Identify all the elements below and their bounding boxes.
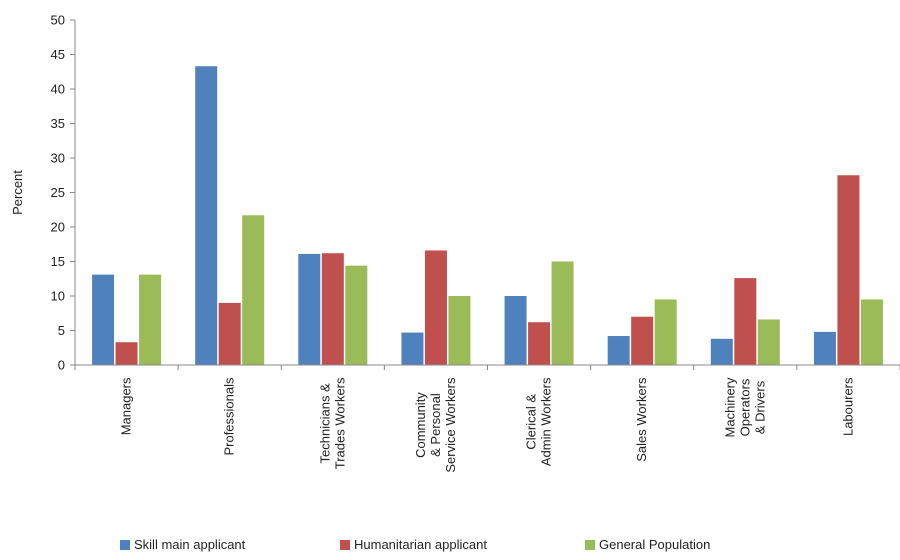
y-tick-label: 30 <box>51 151 65 166</box>
x-category-label: Professionals <box>222 377 237 456</box>
y-tick-label: 0 <box>58 358 65 373</box>
legend-item: Humanitarian applicant <box>340 537 487 552</box>
bar-humanitarian-applicant <box>321 253 344 365</box>
legend-swatch <box>120 540 130 550</box>
category-labels: Managers Professionals Technicians &Trades… <box>119 377 856 473</box>
x-category-label: Labourers <box>840 377 855 436</box>
x-category-label: Community& PersonalService Workers <box>413 377 458 473</box>
bar-skill-main-applicant <box>298 253 321 365</box>
y-tick-label: 45 <box>51 47 65 62</box>
y-tick-label: 35 <box>51 116 65 131</box>
bar-humanitarian-applicant <box>631 316 654 365</box>
bar-general-population <box>139 274 162 365</box>
legend-label: Humanitarian applicant <box>354 537 487 552</box>
bars <box>92 66 883 365</box>
y-tick-label: 25 <box>51 185 65 200</box>
bar-skill-main-applicant <box>607 336 630 365</box>
y-tick-label: 20 <box>51 220 65 235</box>
legend-item: General Population <box>585 537 710 552</box>
legend-item: Skill main applicant <box>120 537 246 552</box>
legend-label: General Population <box>599 537 710 552</box>
bar-humanitarian-applicant <box>424 250 447 365</box>
y-tick-label: 50 <box>51 13 65 28</box>
bar-general-population <box>860 299 883 365</box>
x-axis-ticks <box>74 365 900 370</box>
x-category-label: Clerical &Admin Workers <box>524 377 554 466</box>
bar-skill-main-applicant <box>195 66 218 365</box>
bar-general-population <box>448 296 471 365</box>
y-tick-label: 15 <box>51 254 65 269</box>
bar-general-population <box>551 261 574 365</box>
bar-humanitarian-applicant <box>218 302 241 365</box>
x-category-label: MachineryOperators& Drivers <box>722 377 767 437</box>
bar-skill-main-applicant <box>710 338 733 365</box>
bar-humanitarian-applicant <box>734 278 757 365</box>
y-axis-ticks: 0 5 10 15 20 25 30 35 40 45 50 <box>51 13 75 373</box>
y-tick-label: 40 <box>51 82 65 97</box>
bar-skill-main-applicant <box>813 331 836 365</box>
y-tick-label: 10 <box>51 289 65 304</box>
bar-humanitarian-applicant <box>528 322 551 365</box>
x-category-label: Technicians &Trades Workers <box>317 377 347 469</box>
x-category-label: Managers <box>119 377 134 435</box>
bar-skill-main-applicant <box>401 332 424 365</box>
bar-humanitarian-applicant <box>837 175 860 365</box>
bar-skill-main-applicant <box>92 274 115 365</box>
bar-general-population <box>757 319 780 365</box>
bar-skill-main-applicant <box>504 296 527 365</box>
bar-general-population <box>654 299 677 365</box>
legend: Skill main applicant Humanitarian applica… <box>120 537 710 552</box>
bar-general-population <box>242 215 265 365</box>
y-axis-title: Percent <box>10 170 25 215</box>
legend-swatch <box>340 540 350 550</box>
legend-swatch <box>585 540 595 550</box>
bar-humanitarian-applicant <box>115 342 138 365</box>
y-tick-label: 5 <box>58 323 65 338</box>
x-category-label: Sales Workers <box>634 377 649 462</box>
bar-general-population <box>345 265 368 365</box>
legend-label: Skill main applicant <box>134 537 246 552</box>
